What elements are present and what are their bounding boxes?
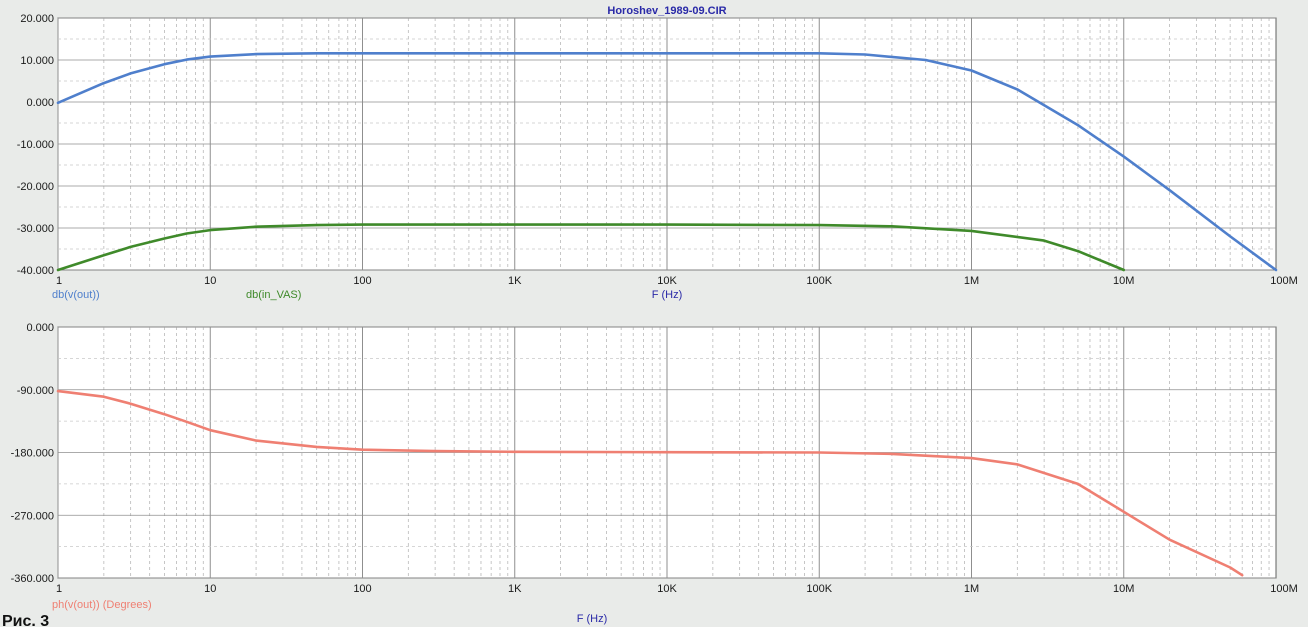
x-tick-label: 10M [1113, 275, 1134, 287]
x-tick-label: 1 [56, 583, 62, 595]
phase-series [56, 389, 1244, 577]
series-line-0 [56, 389, 1244, 577]
phase-panel: 0.000 -90.000 -180.000 -270.000 -360.000 1 10… [11, 322, 1298, 625]
y-tick-label: -30.000 [17, 223, 54, 235]
x-tick-label: 100 [353, 583, 371, 595]
y-tick-label: -180.000 [11, 448, 54, 460]
x-tick-label: 1K [508, 275, 522, 287]
y-tick-label: -10.000 [17, 139, 54, 151]
magnitude-x-axis-label: F (Hz) [652, 289, 683, 301]
x-tick-label: 10 [204, 275, 216, 287]
magnitude-x-ticks: 1 10 100 1K 10K 100K 1M 10M 100M [56, 275, 1298, 287]
x-tick-label: 10 [204, 583, 216, 595]
legend-ph-vout: ph(v(out)) (Degrees) [52, 599, 152, 611]
y-tick-label: 0.000 [26, 97, 54, 109]
x-tick-label: 1M [964, 275, 979, 287]
chart-title: Horoshev_1989-09.CIR [607, 5, 726, 17]
x-tick-label: 100M [1270, 275, 1298, 287]
y-tick-label: 20.000 [20, 13, 54, 25]
x-tick-label: 1K [508, 583, 522, 595]
figure-caption: Рис. 3 [2, 613, 49, 627]
y-tick-label: -270.000 [11, 510, 54, 522]
x-tick-label: 100K [806, 583, 832, 595]
magnitude-panel: 20.000 10.000 0.000 -10.000 -20.000 -30.000 -4… [17, 5, 1298, 301]
y-tick-label: -90.000 [17, 385, 54, 397]
magnitude-y-ticks: 20.000 10.000 0.000 -10.000 -20.000 -30.000 -4… [17, 13, 54, 277]
phase-x-ticks: 1 10 100 1K 10K 100K 1M 10M 100M [56, 583, 1298, 595]
x-tick-label: 100M [1270, 583, 1298, 595]
y-tick-label: -360.000 [11, 573, 54, 585]
x-tick-label: 100 [353, 275, 371, 287]
series-line-1 [56, 223, 1126, 272]
y-tick-label: -40.000 [17, 265, 54, 277]
x-tick-label: 10K [657, 583, 677, 595]
y-tick-label: 10.000 [20, 55, 54, 67]
phase-y-ticks: 0.000 -90.000 -180.000 -270.000 -360.000 [11, 322, 54, 585]
x-tick-label: 1M [964, 583, 979, 595]
x-tick-label: 100K [806, 275, 832, 287]
x-tick-label: 10K [657, 275, 677, 287]
phase-x-axis-label: F (Hz) [577, 613, 608, 625]
magnitude-series [56, 51, 1278, 272]
x-tick-label: 10M [1113, 583, 1134, 595]
x-tick-label: 1 [56, 275, 62, 287]
series-line-0 [56, 51, 1278, 272]
y-tick-label: -20.000 [17, 181, 54, 193]
y-tick-label: 0.000 [26, 322, 54, 334]
legend-db-vout: db(v(out)) [52, 289, 100, 301]
legend-db-in-vas: db(in_VAS) [246, 289, 301, 301]
